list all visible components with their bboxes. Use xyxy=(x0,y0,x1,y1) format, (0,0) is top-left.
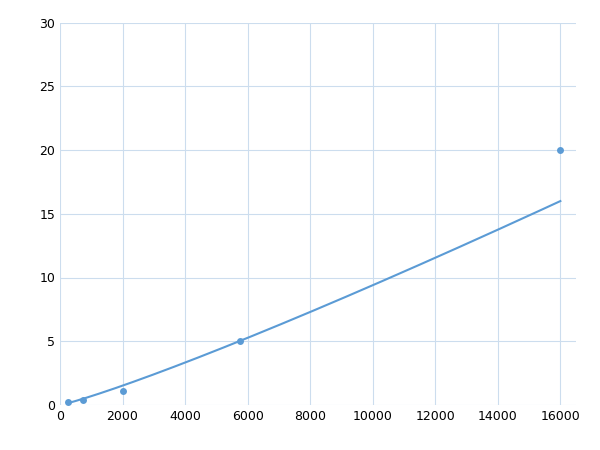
Point xyxy=(556,146,565,153)
Point xyxy=(79,396,88,404)
Point xyxy=(63,399,73,406)
Point xyxy=(118,387,127,395)
Point xyxy=(235,338,245,345)
